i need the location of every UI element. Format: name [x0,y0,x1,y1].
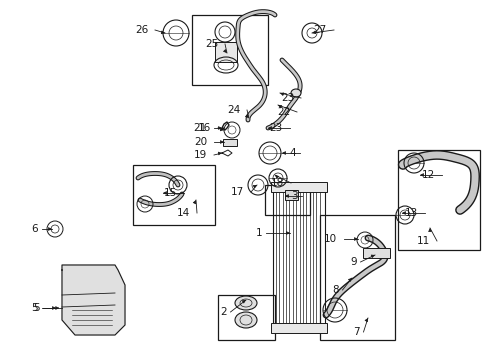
Text: 15: 15 [163,188,177,198]
Text: 20: 20 [193,137,206,147]
Text: 13: 13 [404,208,417,218]
Text: 25: 25 [204,39,218,49]
Text: 5: 5 [31,303,38,313]
Text: 12: 12 [421,170,434,180]
Bar [218,295,274,340]
Polygon shape [62,265,125,335]
Ellipse shape [235,312,257,328]
Ellipse shape [235,296,257,310]
Text: 19: 19 [193,150,206,160]
Text: 9: 9 [350,257,356,267]
Text: 10: 10 [323,234,336,244]
Bar [285,190,297,200]
Bar [192,15,267,85]
Text: 2: 2 [220,307,226,317]
Text: 8: 8 [332,285,338,295]
Bar [397,150,479,250]
Bar [270,182,326,192]
Text: 3: 3 [291,191,297,201]
Text: 22: 22 [276,107,289,117]
Text: 26: 26 [135,25,148,35]
Text: 23: 23 [269,123,283,133]
Text: 14: 14 [176,208,190,218]
Text: 5: 5 [33,303,40,313]
Text: 1: 1 [255,228,262,238]
Text: 7: 7 [353,327,359,337]
Bar [362,248,389,258]
Text: 21: 21 [193,123,206,133]
Text: 27: 27 [313,25,326,35]
Bar [270,323,326,333]
Text: 4: 4 [289,148,295,158]
Text: 6: 6 [31,224,38,234]
Text: 17: 17 [230,187,244,197]
Bar [223,139,237,146]
Bar [133,165,215,225]
Ellipse shape [290,89,301,97]
Text: 24: 24 [226,105,240,115]
Text: 18: 18 [270,178,284,188]
Text: 16: 16 [197,123,210,133]
Text: 23: 23 [280,93,293,103]
Bar [215,42,237,62]
Text: 11: 11 [416,236,429,246]
Bar [264,185,309,215]
Bar [272,190,325,325]
Bar [319,215,394,340]
